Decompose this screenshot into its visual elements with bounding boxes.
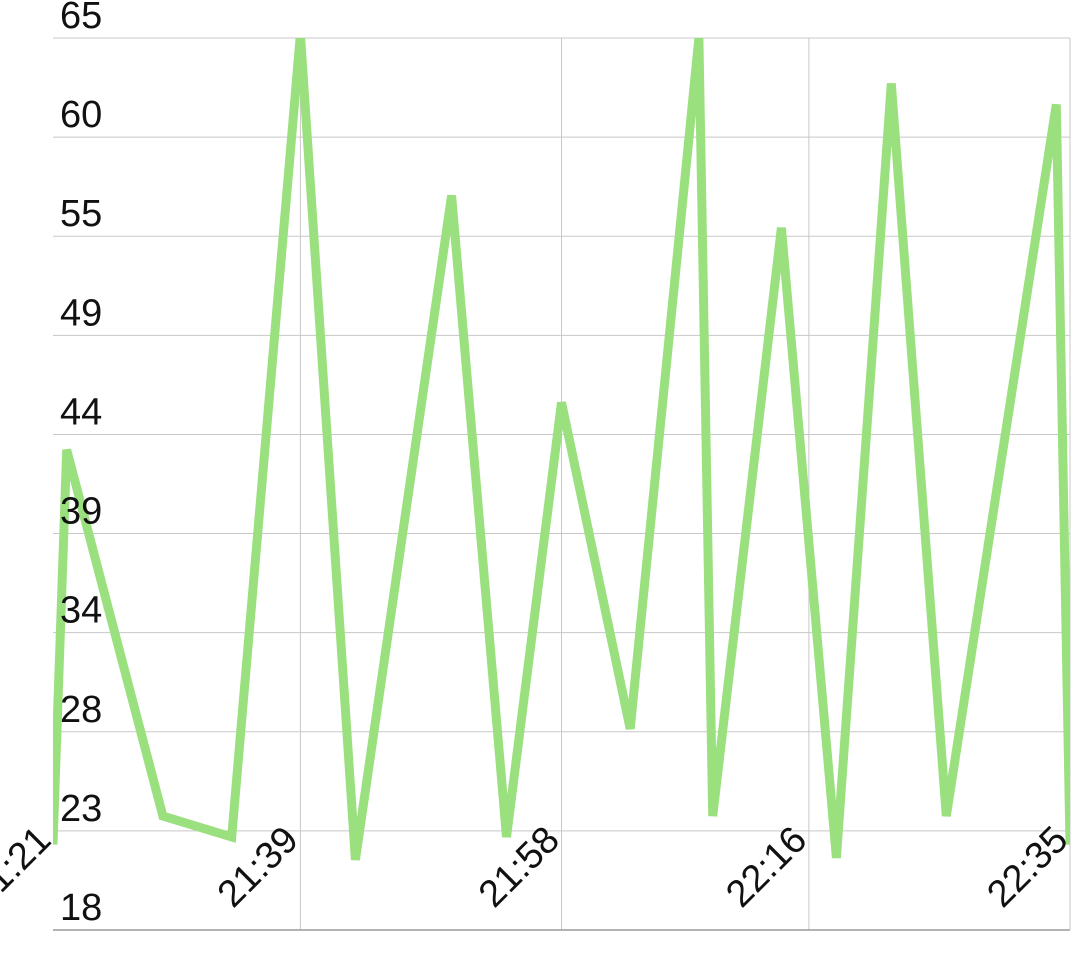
y-axis-tick-labels: 18 23 28 34 39 44 49 55 60 65 [60, 0, 102, 929]
y-tick-label: 18 [60, 887, 102, 929]
y-tick-label: 34 [60, 590, 102, 632]
y-tick-label: 49 [60, 292, 102, 334]
y-tick-label: 65 [60, 0, 102, 37]
series-line [53, 38, 1070, 861]
x-tick-label: 21:21 [0, 819, 59, 916]
y-tick-label: 44 [60, 391, 102, 433]
y-tick-label: 55 [60, 193, 102, 235]
y-tick-label: 60 [60, 94, 102, 136]
x-axis-tick-labels: 21:21 21:39 21:58 22:16 22:35 [0, 819, 1076, 916]
x-tick-label: 22:16 [718, 819, 815, 916]
y-tick-label: 28 [60, 689, 102, 731]
y-tick-label: 23 [60, 788, 102, 830]
series-layer [53, 38, 1070, 861]
y-tick-label: 39 [60, 491, 102, 533]
x-tick-label: 22:35 [979, 819, 1076, 916]
x-tick-label: 21:58 [471, 819, 568, 916]
